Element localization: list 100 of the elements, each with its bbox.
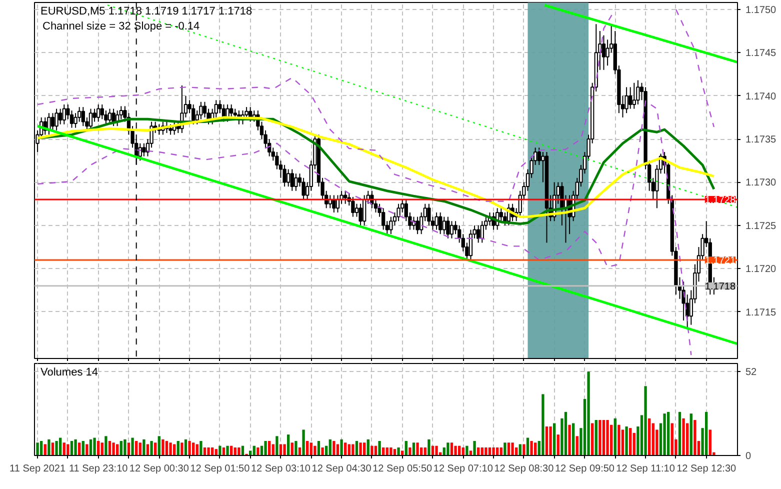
bar [663, 414, 666, 456]
x-tick-label: 11 Sep 23:10 [68, 464, 128, 474]
bar [276, 436, 278, 456]
candlestick [636, 80, 640, 105]
y-tick-label: 1.1750 [746, 4, 777, 16]
candlestick [50, 112, 55, 131]
chart-title: EURUSD,M5 1.1718 1.1719 1.1717 1.1718 [40, 6, 252, 18]
bar [184, 439, 188, 456]
bar [542, 394, 544, 456]
candlestick [290, 168, 294, 192]
bar [169, 442, 172, 456]
candlestick [332, 194, 336, 213]
x-tick-label: 12 Sep 08:30 [494, 464, 554, 474]
bar [454, 446, 457, 456]
candlestick [602, 34, 606, 70]
bar [59, 438, 62, 456]
bar [708, 430, 712, 456]
bar [290, 442, 294, 456]
bar [51, 442, 54, 456]
bar [690, 414, 692, 456]
y-tick-label: 1.1715 [746, 307, 777, 318]
x-tick-label: 12 Sep 07:10 [433, 464, 494, 474]
bar [511, 442, 514, 456]
candlestick [450, 220, 454, 239]
candlestick [358, 203, 362, 226]
bar [370, 446, 374, 456]
bar [70, 440, 74, 456]
candlestick [438, 212, 442, 235]
bar [363, 442, 366, 456]
bar [218, 446, 222, 456]
candlestick [282, 164, 286, 188]
y-tick-label: 1.1720 [746, 264, 777, 276]
candlestick [54, 108, 58, 131]
bar [317, 440, 320, 456]
bar [332, 440, 336, 456]
bar [176, 440, 180, 456]
bar [150, 440, 153, 456]
bar [196, 444, 198, 456]
bar [412, 442, 416, 456]
bar [314, 446, 316, 456]
bar [86, 444, 88, 456]
bar [553, 423, 556, 456]
candlestick [192, 104, 196, 125]
bar [55, 440, 58, 456]
bar [568, 424, 571, 456]
ref-line-label: 1.1718 [704, 281, 736, 292]
candlestick [294, 173, 298, 192]
x-tick-label: 11 Sep 2021 [10, 464, 66, 474]
bar [428, 439, 430, 456]
bar [549, 426, 552, 456]
bar [154, 442, 157, 456]
bar [526, 438, 530, 456]
bar [306, 440, 309, 456]
candlestick [92, 108, 96, 122]
candlestick [354, 203, 359, 218]
bar [321, 447, 324, 456]
candlestick [168, 124, 172, 136]
bar [138, 442, 142, 456]
bar [287, 434, 290, 456]
bar [598, 420, 602, 456]
bar [450, 442, 454, 456]
bar [606, 420, 609, 456]
bar [272, 444, 274, 456]
bar [328, 439, 332, 456]
bar [112, 442, 115, 456]
candlestick [503, 212, 507, 226]
bar [162, 439, 164, 456]
candlestick [302, 177, 306, 200]
bar [355, 440, 358, 456]
candlestick [351, 196, 355, 218]
bar [100, 442, 104, 456]
candlestick [442, 216, 446, 235]
y-tick-label: 1.1740 [746, 91, 777, 102]
bar [180, 442, 184, 456]
bar [40, 440, 43, 456]
bar [82, 440, 84, 456]
candlestick [108, 108, 112, 125]
candlestick [142, 142, 146, 157]
bar [108, 440, 112, 456]
bar [556, 434, 560, 456]
bar [518, 444, 522, 456]
bar [62, 442, 66, 456]
bar [614, 418, 616, 456]
candlestick [476, 224, 480, 244]
candlestick [389, 216, 393, 235]
chart-title: Volumes 14 [40, 366, 98, 378]
x-tick-label: 12 Sep 12:30 [676, 464, 737, 474]
bar [268, 440, 271, 456]
bar [530, 440, 533, 456]
bar [48, 439, 50, 456]
candlestick [230, 104, 234, 118]
bar [416, 442, 419, 456]
bar [534, 442, 537, 456]
bar [120, 440, 122, 456]
bar [131, 438, 134, 456]
bar [36, 442, 39, 456]
bar [344, 442, 347, 456]
bar [694, 420, 696, 456]
bar [466, 446, 468, 456]
candlestick [62, 104, 66, 125]
